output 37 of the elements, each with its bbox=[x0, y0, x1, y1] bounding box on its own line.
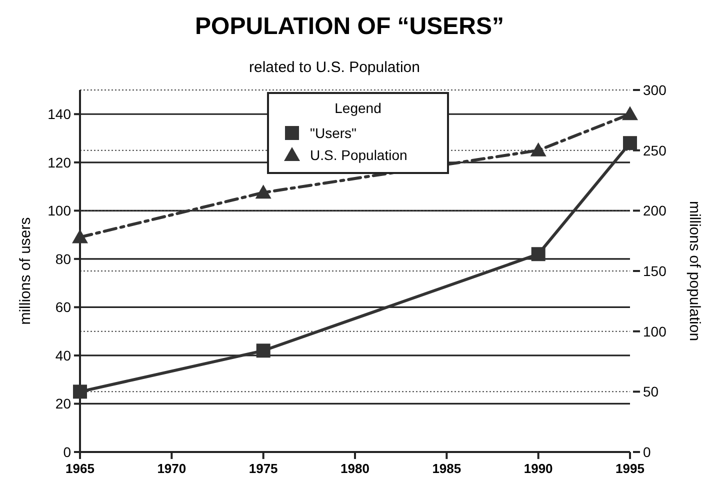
y-axis-title: millions of users bbox=[17, 217, 34, 325]
x-tick-label: 1995 bbox=[616, 461, 644, 476]
y-tick-label: 60 bbox=[55, 299, 72, 316]
x-tick-label: 1990 bbox=[524, 461, 553, 476]
y2-axis-title: millions of population bbox=[686, 200, 703, 342]
legend-label: U.S. Population bbox=[310, 147, 408, 163]
y2-tick-label: 150 bbox=[643, 263, 667, 279]
y2-tick-label: 100 bbox=[643, 323, 667, 340]
y2-tick-label: 0 bbox=[643, 444, 651, 460]
y-tick-label: 20 bbox=[55, 396, 72, 412]
x-tick-label: 1980 bbox=[340, 461, 370, 476]
y2-tick-label: 250 bbox=[643, 142, 667, 158]
y-tick-label: 80 bbox=[55, 250, 72, 267]
point bbox=[73, 384, 87, 399]
x-tick-label: 1965 bbox=[66, 461, 94, 476]
point bbox=[72, 229, 88, 244]
y-tick-label: 140 bbox=[48, 106, 72, 122]
legend-title: Legend bbox=[334, 100, 382, 116]
point bbox=[531, 247, 546, 262]
point bbox=[530, 142, 546, 156]
x-tick-label: 1985 bbox=[432, 461, 462, 476]
y-tick-label: 100 bbox=[48, 202, 72, 219]
x-tick-label: 1970 bbox=[157, 461, 186, 476]
y2-tick-label: 50 bbox=[643, 384, 659, 400]
y-tick-label: 120 bbox=[48, 154, 72, 170]
y-tick-label: 40 bbox=[55, 347, 72, 364]
point bbox=[623, 136, 637, 150]
chart-subtitle: related to U.S. Population bbox=[249, 59, 420, 76]
point bbox=[622, 106, 638, 120]
x-tick-label: 1975 bbox=[248, 461, 278, 476]
point bbox=[255, 184, 272, 199]
y-tick-label: 0 bbox=[63, 444, 72, 460]
legend-label: "Users" bbox=[310, 125, 357, 141]
y2-tick-label: 300 bbox=[643, 82, 667, 98]
y2-tick-label: 200 bbox=[643, 202, 667, 219]
point bbox=[256, 344, 270, 358]
chart-title: POPULATION OF “USERS” bbox=[195, 13, 504, 40]
